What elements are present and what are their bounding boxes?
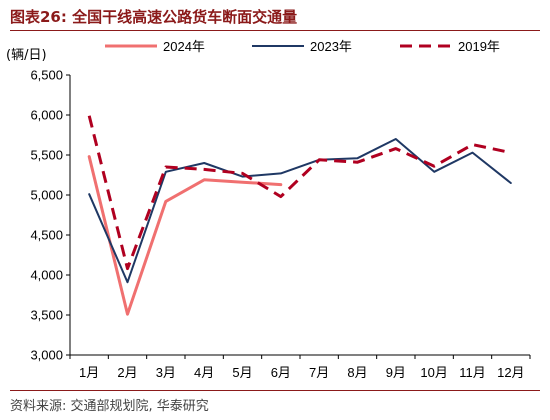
x-tick-label: 6月 — [271, 365, 291, 380]
series-line-1 — [88, 138, 512, 284]
x-tick-label: 4月 — [194, 365, 214, 380]
x-tick-label: 2月 — [117, 365, 137, 380]
x-tick-label: 7月 — [309, 365, 329, 380]
source-note: 资料来源: 交通部规划院, 华泰研究 — [10, 399, 209, 414]
x-tick-label: 9月 — [386, 365, 406, 380]
y-tick-label: 3,500 — [30, 308, 63, 323]
x-tick-label: 5月 — [232, 365, 252, 380]
x-tick-label: 12月 — [497, 365, 524, 380]
y-tick-label: 5,500 — [30, 148, 63, 163]
y-tick-label: 6,500 — [30, 68, 63, 83]
y-tick-label: 3,000 — [30, 348, 63, 363]
legend-label-2: 2019年 — [458, 39, 500, 54]
legend-label-0: 2024年 — [163, 39, 205, 54]
chart-title: 图表26: 全国干线高速公路货车断面交通量 — [10, 8, 298, 26]
y-tick-label: 6,000 — [30, 108, 63, 123]
y-axis-unit-label: (辆/日) — [6, 48, 47, 63]
y-tick-label: 5,000 — [30, 188, 63, 203]
legend-label-1: 2023年 — [310, 39, 352, 54]
series-line-0 — [87, 155, 283, 316]
y-tick-label: 4,500 — [30, 228, 63, 243]
x-tick-label: 10月 — [420, 365, 447, 380]
x-tick-label: 1月 — [79, 365, 99, 380]
title-divider — [10, 30, 540, 31]
x-tick-label: 11月 — [459, 365, 486, 380]
y-tick-label: 4,000 — [30, 268, 63, 283]
source-divider — [10, 390, 540, 391]
x-tick-label: 3月 — [156, 365, 176, 380]
series-line-2 — [87, 115, 512, 271]
x-tick-label: 8月 — [347, 365, 367, 380]
